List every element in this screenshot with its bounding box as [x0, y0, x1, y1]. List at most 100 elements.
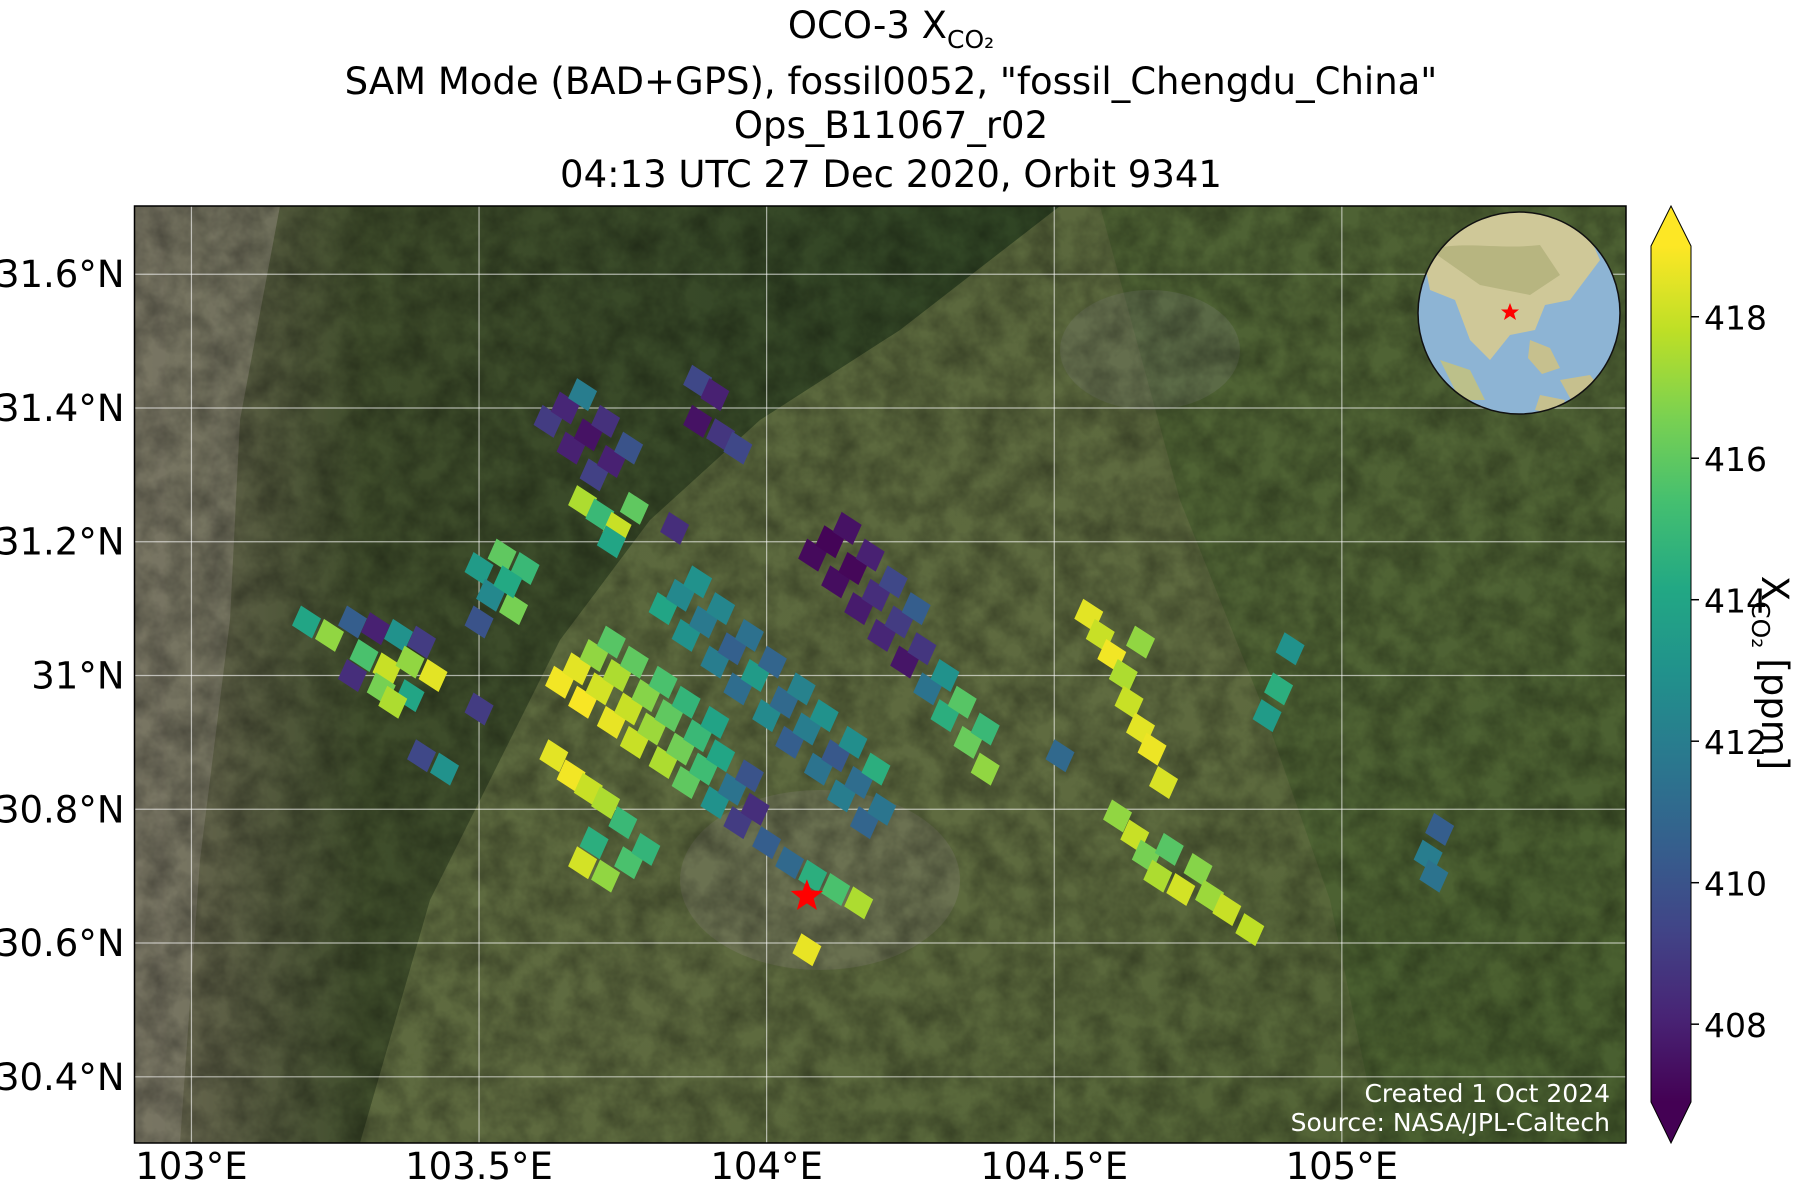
sounding — [798, 538, 828, 572]
sounding — [619, 645, 649, 679]
sounding — [826, 779, 856, 813]
globe-inset — [1417, 211, 1621, 415]
sounding — [338, 659, 368, 693]
sounding — [631, 679, 661, 713]
y-tick-label: 31.6°N — [0, 253, 125, 296]
sounding — [384, 618, 414, 652]
sounding — [614, 846, 644, 880]
sounding — [913, 672, 943, 706]
sounding — [568, 685, 598, 719]
sounding — [619, 725, 649, 759]
sounding — [430, 752, 460, 786]
sounding — [648, 592, 678, 626]
title: OCO-3 XCO₂ SAM Mode (BAD+GPS), fossil005… — [345, 4, 1438, 196]
sounding — [757, 645, 787, 679]
map-frame — [133, 205, 1627, 1144]
sounding — [723, 672, 753, 706]
sounding — [608, 806, 638, 840]
colorbar-tick-label: 410 — [1704, 865, 1767, 904]
sounding — [1154, 832, 1184, 866]
sounding — [1103, 799, 1133, 833]
sounding — [539, 739, 569, 773]
x-tick-label: 103°E — [135, 1145, 248, 1188]
sounding — [568, 378, 598, 412]
subtitle: SAM Mode (BAD+GPS), fossil0052, "fossil_… — [345, 60, 1438, 103]
sounding — [631, 832, 661, 866]
sounding — [683, 565, 713, 599]
sounding — [510, 551, 540, 585]
sounding — [533, 404, 563, 438]
sounding — [970, 712, 1000, 746]
sounding — [596, 705, 626, 739]
sounding — [1114, 685, 1144, 719]
sounding — [821, 565, 851, 599]
sounding — [602, 511, 632, 545]
sounding — [314, 618, 344, 652]
colorbar-label: XCO₂ [ppm] — [1746, 576, 1796, 770]
sounding — [637, 712, 667, 746]
sounding — [821, 739, 851, 773]
sounding — [1252, 699, 1282, 733]
sounding — [786, 672, 816, 706]
title-text: OCO-3 XCO₂ — [788, 4, 994, 54]
x-tick-label: 104°E — [710, 1145, 823, 1188]
sounding — [867, 618, 897, 652]
sounding — [844, 766, 874, 800]
y-tick-label: 30.6°N — [0, 922, 125, 965]
colorbar-tick-label: 418 — [1704, 299, 1767, 338]
sounding — [855, 538, 885, 572]
sounding — [1425, 812, 1455, 846]
sounding — [573, 418, 603, 452]
sounding — [407, 739, 437, 773]
sounding — [338, 605, 368, 639]
sounding — [844, 886, 874, 920]
sounding — [579, 458, 609, 492]
sounding — [1212, 893, 1242, 927]
sounding — [688, 752, 718, 786]
sounding — [1045, 739, 1075, 773]
colorbar-tick-label: 414 — [1704, 582, 1767, 621]
sounding — [700, 645, 730, 679]
subtitle: Ops_B11067_r02 — [734, 104, 1048, 147]
sounding — [717, 632, 747, 666]
title-subscript: CO₂ — [947, 25, 994, 54]
sounding — [671, 766, 701, 800]
sounding — [591, 404, 621, 438]
sounding — [562, 652, 592, 686]
sounding — [832, 511, 862, 545]
sounding — [861, 752, 891, 786]
sounding — [665, 578, 695, 612]
sounding — [1137, 732, 1167, 766]
sounding — [568, 846, 598, 880]
sounding — [706, 739, 736, 773]
x-tick-label: 105°E — [1286, 1145, 1399, 1188]
sounding — [579, 638, 609, 672]
sounding — [1149, 766, 1179, 800]
grid — [134, 206, 1626, 1143]
sounding — [556, 431, 586, 465]
sounding — [487, 538, 517, 572]
sounding — [740, 792, 770, 826]
sounding — [596, 444, 626, 478]
sounding — [717, 772, 747, 806]
colorbar-label-unit: [ppm] — [1753, 658, 1796, 770]
sounding — [700, 705, 730, 739]
soundings — [291, 364, 1455, 967]
sounding — [878, 565, 908, 599]
sounding — [1183, 852, 1213, 886]
sounding — [849, 806, 879, 840]
sounding — [499, 592, 529, 626]
sounding — [775, 846, 805, 880]
sounding — [775, 725, 805, 759]
sounding — [907, 632, 937, 666]
sounding — [395, 679, 425, 713]
sounding — [361, 612, 391, 646]
sounding — [671, 685, 701, 719]
sounding — [809, 699, 839, 733]
colorbar-label-main: X — [1753, 576, 1796, 601]
sounding — [970, 752, 1000, 786]
y-tick-label: 31.4°N — [0, 387, 125, 430]
sounding — [407, 625, 437, 659]
sounding — [550, 391, 580, 425]
